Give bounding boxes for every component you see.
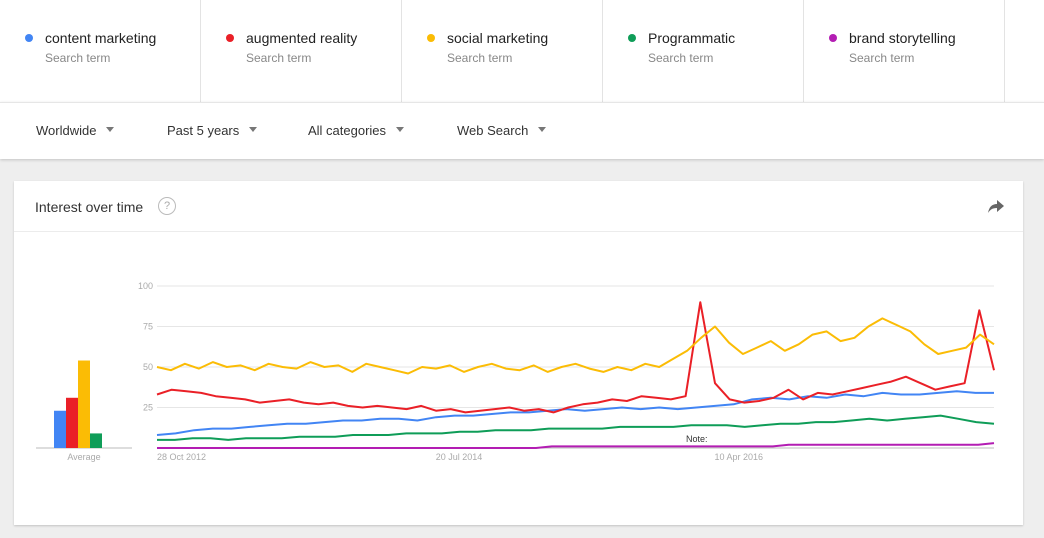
search-term-name: augmented reality: [246, 30, 358, 46]
card-title: Interest over time: [35, 199, 144, 215]
search-term-4[interactable]: brand storytelling Search term: [804, 0, 1005, 102]
y-tick-label-100: 100: [138, 281, 153, 291]
search-term-name: Programmatic: [648, 30, 736, 46]
series-line-0: [156, 390, 994, 436]
series-color-dot: [829, 34, 837, 42]
series-color-dot: [427, 34, 435, 42]
note-label: Note:: [686, 434, 708, 444]
average-bar-1: [66, 397, 78, 448]
search-term-name: content marketing: [45, 30, 157, 46]
chevron-down-icon: [249, 127, 258, 133]
x-tick-label: 28 Oct 2012: [157, 452, 206, 462]
series-line-1: [156, 301, 995, 414]
chevron-down-icon: [538, 127, 547, 133]
help-icon[interactable]: ?: [158, 197, 176, 215]
average-label: Average: [67, 452, 100, 462]
x-tick-label: 10 Apr 2016: [714, 452, 763, 462]
search-term-0[interactable]: content marketing Search term: [0, 0, 201, 102]
search-term-sublabel: Search term: [447, 51, 513, 65]
category-dropdown[interactable]: All categories: [308, 123, 405, 138]
series-line-3: [157, 414, 995, 441]
search-term-name: brand storytelling: [849, 30, 956, 46]
time-range-dropdown[interactable]: Past 5 years: [167, 123, 258, 138]
average-bar-3: [90, 433, 102, 448]
time-range-label: Past 5 years: [167, 123, 240, 138]
search-term-name: social marketing: [447, 30, 549, 46]
share-icon[interactable]: [987, 198, 1005, 214]
search-terms-bar: content marketing Search term augmented re…: [0, 0, 1044, 102]
y-tick-label-25: 25: [143, 403, 153, 413]
average-bar-0: [54, 410, 66, 448]
average-bar-2: [78, 360, 90, 448]
search-term-sublabel: Search term: [45, 51, 111, 65]
y-tick-label-50: 50: [143, 362, 153, 372]
search-type-dropdown[interactable]: Web Search: [457, 123, 547, 138]
category-label: All categories: [308, 123, 387, 138]
search-term-3[interactable]: Programmatic Search term: [603, 0, 804, 102]
series-color-dot: [226, 34, 234, 42]
region-dropdown[interactable]: Worldwide: [36, 123, 115, 138]
region-label: Worldwide: [36, 123, 97, 138]
search-term-2[interactable]: social marketing Search term: [402, 0, 603, 102]
x-tick-label: 20 Jul 2014: [436, 452, 483, 462]
series-color-dot: [628, 34, 636, 42]
search-type-label: Web Search: [457, 123, 529, 138]
y-tick-label-75: 75: [143, 322, 153, 332]
series-color-dot: [25, 34, 33, 42]
search-term-1[interactable]: augmented reality Search term: [201, 0, 402, 102]
chevron-down-icon: [396, 127, 405, 133]
filter-bar: Worldwide Past 5 years All categories We…: [0, 102, 1044, 159]
series-line-4: [157, 442, 995, 449]
search-term-sublabel: Search term: [648, 51, 714, 65]
search-term-sublabel: Search term: [246, 51, 312, 65]
interest-over-time-card: Interest over time ? 100 75 50 25 28 Oct 201…: [14, 181, 1023, 525]
search-term-sublabel: Search term: [849, 51, 915, 65]
series-line-2: [156, 317, 995, 375]
interest-chart: 100 75 50 25 28 Oct 2012 20 Jul 2014 10 Apr 20…: [36, 281, 995, 462]
chevron-down-icon: [106, 127, 115, 133]
card-header: Interest over time ?: [14, 181, 1023, 232]
